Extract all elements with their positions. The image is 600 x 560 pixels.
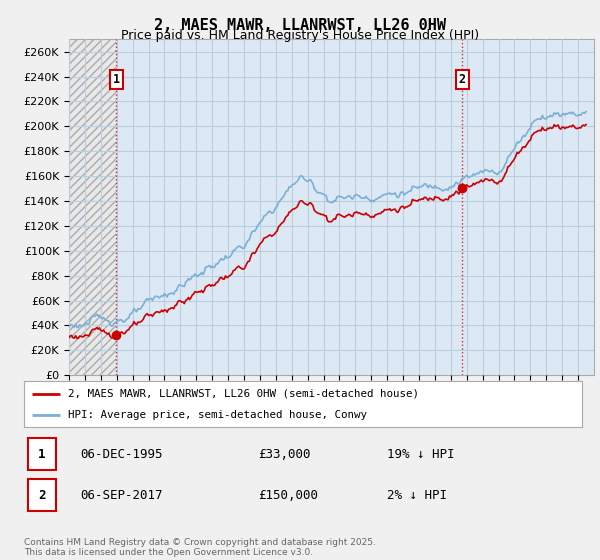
Text: 2, MAES MAWR, LLANRWST, LL26 0HW (semi-detached house): 2, MAES MAWR, LLANRWST, LL26 0HW (semi-d… — [68, 389, 419, 399]
Text: £33,000: £33,000 — [259, 447, 311, 461]
Text: 2: 2 — [38, 488, 46, 502]
Text: 1: 1 — [38, 447, 46, 461]
Text: 2% ↓ HPI: 2% ↓ HPI — [387, 488, 446, 502]
Text: Price paid vs. HM Land Registry's House Price Index (HPI): Price paid vs. HM Land Registry's House … — [121, 29, 479, 42]
Polygon shape — [69, 39, 116, 375]
Text: Contains HM Land Registry data © Crown copyright and database right 2025.
This d: Contains HM Land Registry data © Crown c… — [24, 538, 376, 557]
Text: £150,000: £150,000 — [259, 488, 319, 502]
Text: 2: 2 — [458, 73, 466, 86]
FancyBboxPatch shape — [28, 479, 56, 511]
Text: 19% ↓ HPI: 19% ↓ HPI — [387, 447, 454, 461]
Text: 06-DEC-1995: 06-DEC-1995 — [80, 447, 162, 461]
Text: 2, MAES MAWR, LLANRWST, LL26 0HW: 2, MAES MAWR, LLANRWST, LL26 0HW — [154, 18, 446, 33]
Text: 06-SEP-2017: 06-SEP-2017 — [80, 488, 162, 502]
FancyBboxPatch shape — [28, 438, 56, 470]
Text: HPI: Average price, semi-detached house, Conwy: HPI: Average price, semi-detached house,… — [68, 410, 367, 420]
Text: 1: 1 — [113, 73, 119, 86]
